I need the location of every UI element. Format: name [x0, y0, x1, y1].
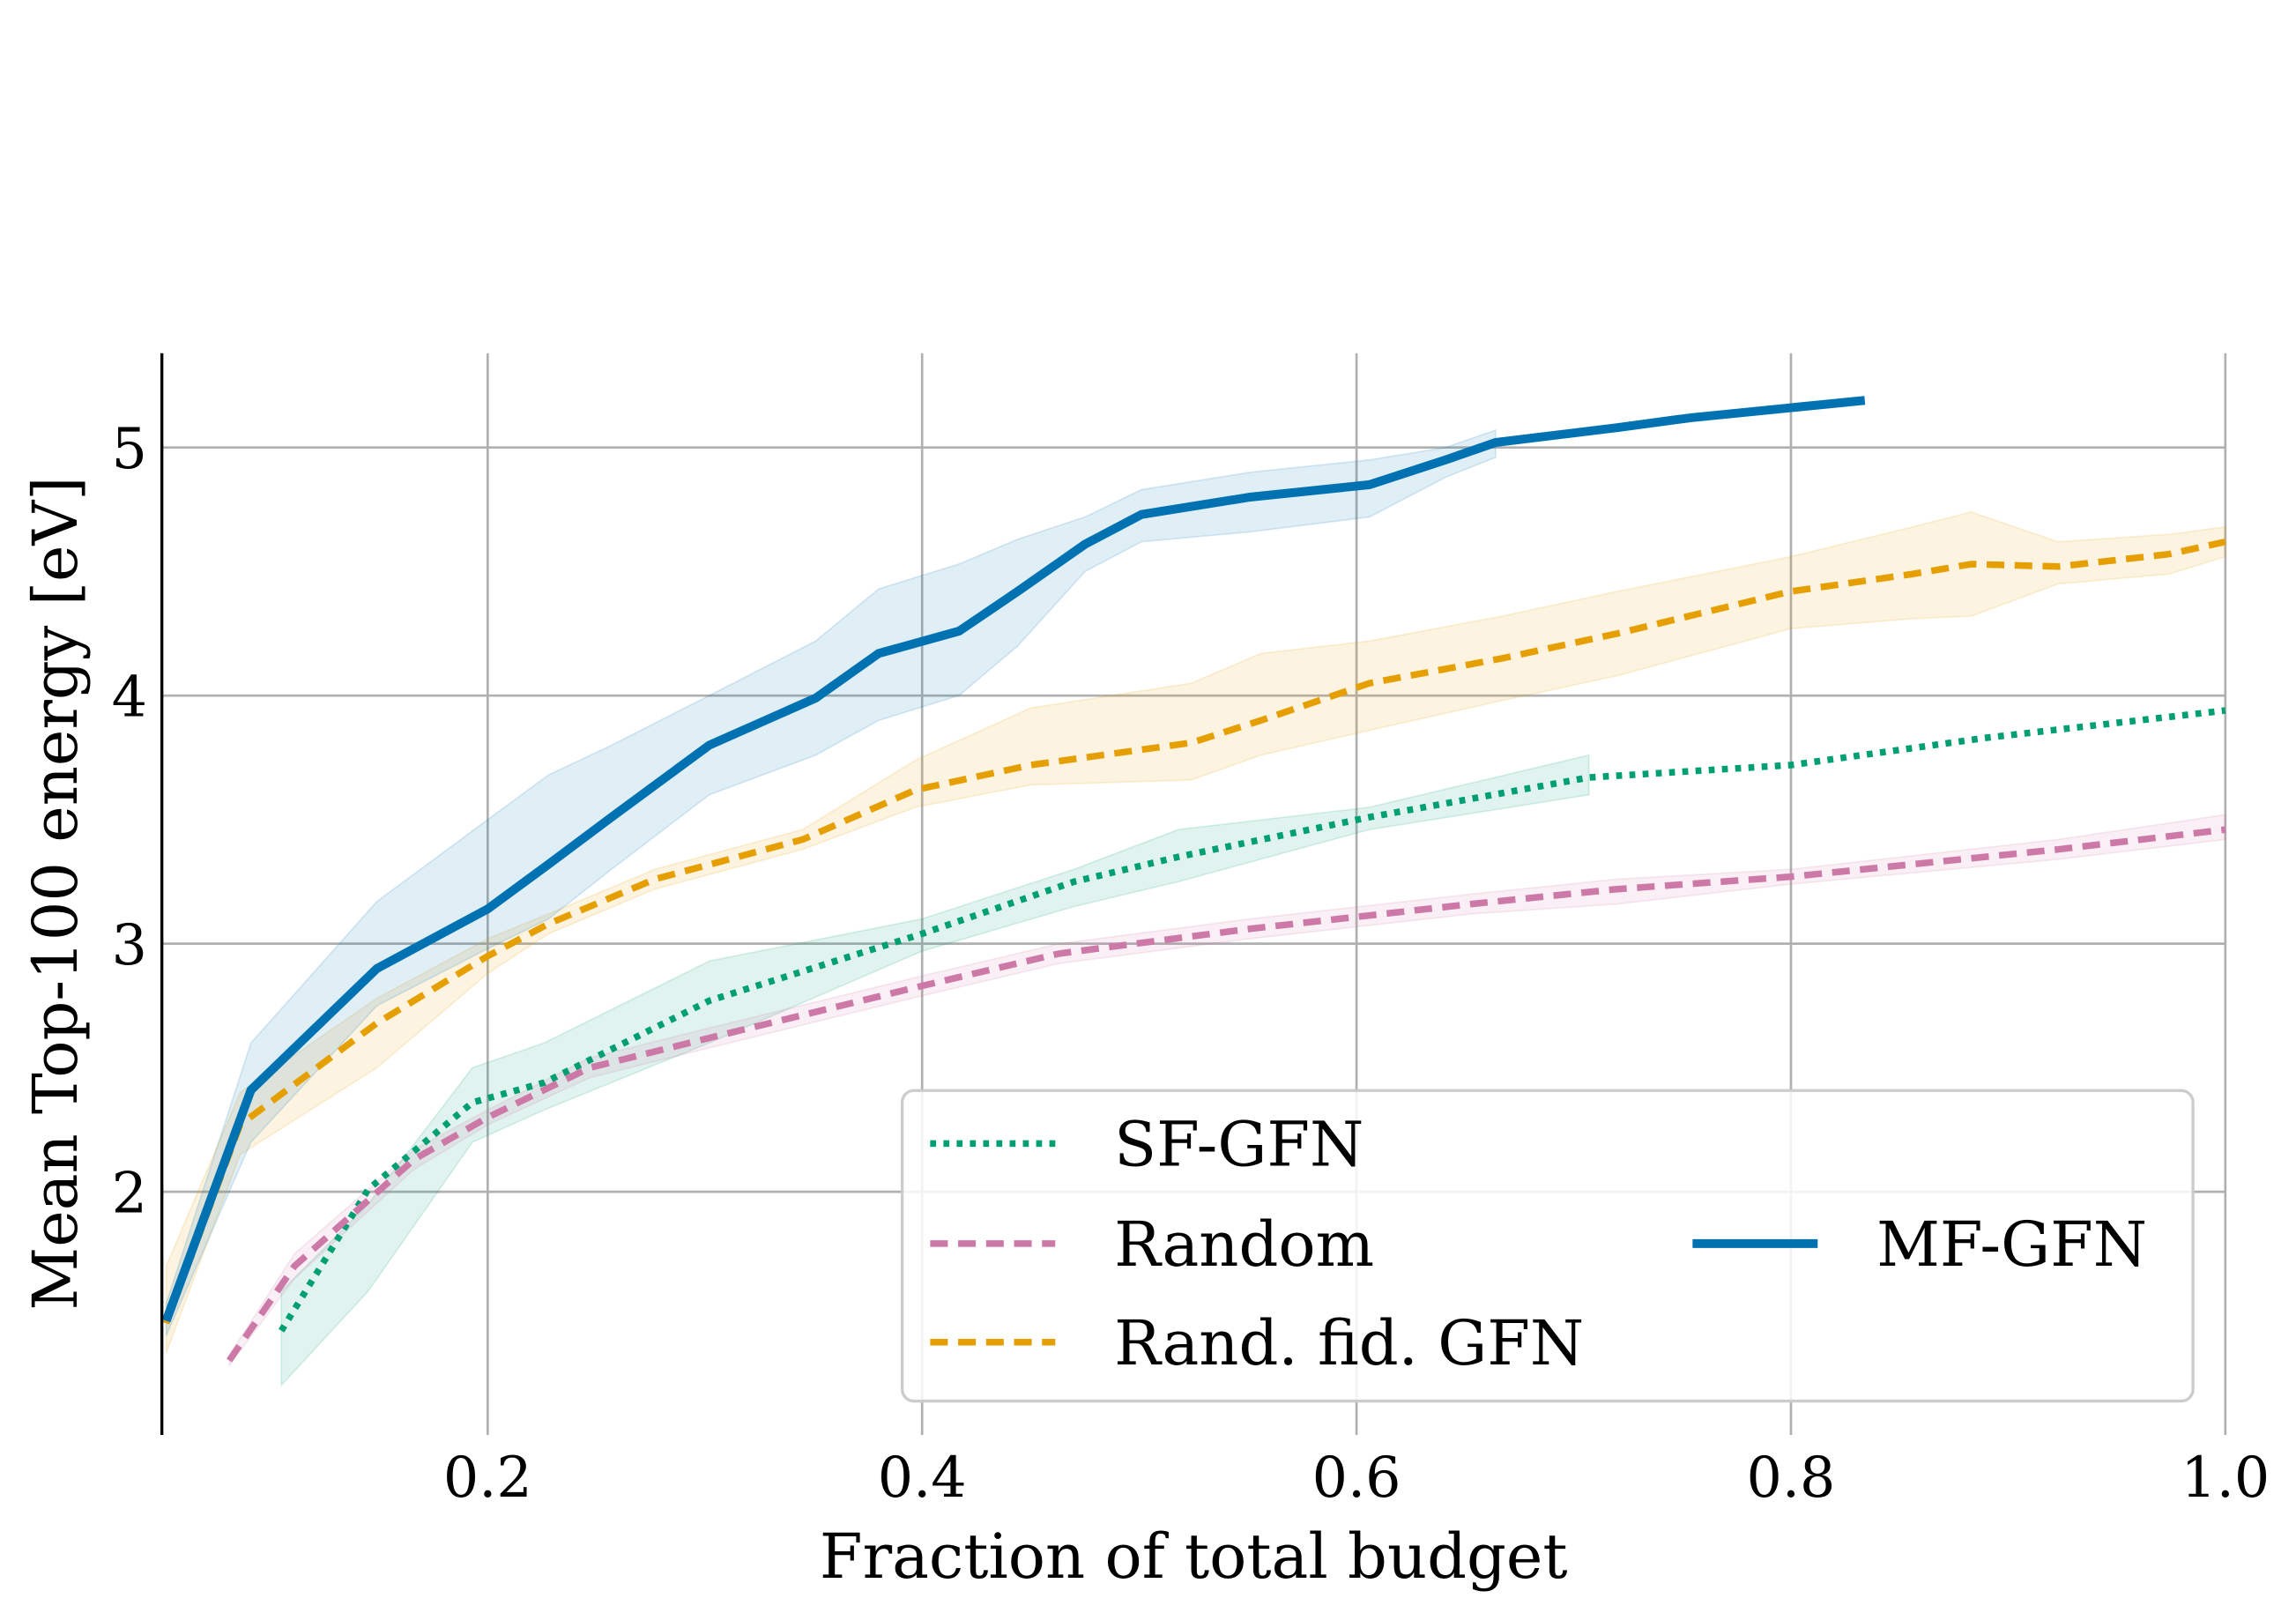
- legend: SF-GFN Random Rand. fid. GFN MF-GFN: [900, 1089, 2195, 1403]
- x-tick-label: 0.6: [1312, 1445, 1401, 1510]
- y-axis-label: Mean Top-100 energy [eV]: [19, 476, 92, 1310]
- legend-label: SF-GFN: [1114, 1108, 1363, 1180]
- y-tick-label: 5: [112, 416, 147, 481]
- band-random: [228, 814, 2226, 1368]
- x-tick-label: 0.8: [1747, 1445, 1836, 1510]
- legend-label: MF-GFN: [1876, 1208, 2147, 1281]
- line-mf-gfn: [161, 396, 1866, 1323]
- y-tick-label: 4: [112, 665, 147, 730]
- legend-frame: [900, 1089, 2195, 1403]
- band-sf-gfn: [280, 754, 1590, 1387]
- line-sf-gfn: [279, 707, 2226, 1333]
- line-random: [226, 826, 2226, 1363]
- y-tick-labels: 2 3 4 5: [112, 416, 147, 1225]
- band-rand-fid-gfn: [165, 511, 2226, 1354]
- x-tick-label: 0.2: [443, 1445, 532, 1510]
- line-rand-fid-gfn: [163, 538, 2226, 1325]
- x-axis-label: Fraction of total budget: [820, 1520, 1568, 1593]
- y-tick-label: 3: [112, 912, 147, 977]
- legend-label: Rand. fid. GFN: [1114, 1307, 1584, 1379]
- x-tick-label: 1.0: [2181, 1445, 2270, 1510]
- band-mf-gfn: [165, 428, 1497, 1336]
- x-tick-label: 0.4: [878, 1445, 967, 1510]
- series-lines: [161, 396, 2226, 1363]
- x-tick-labels: 0.2 0.4 0.6 0.8 1.0: [443, 1445, 2270, 1510]
- legend-label: Random: [1114, 1208, 1374, 1281]
- confidence-bands: [165, 428, 2226, 1387]
- y-tick-label: 2: [112, 1160, 147, 1225]
